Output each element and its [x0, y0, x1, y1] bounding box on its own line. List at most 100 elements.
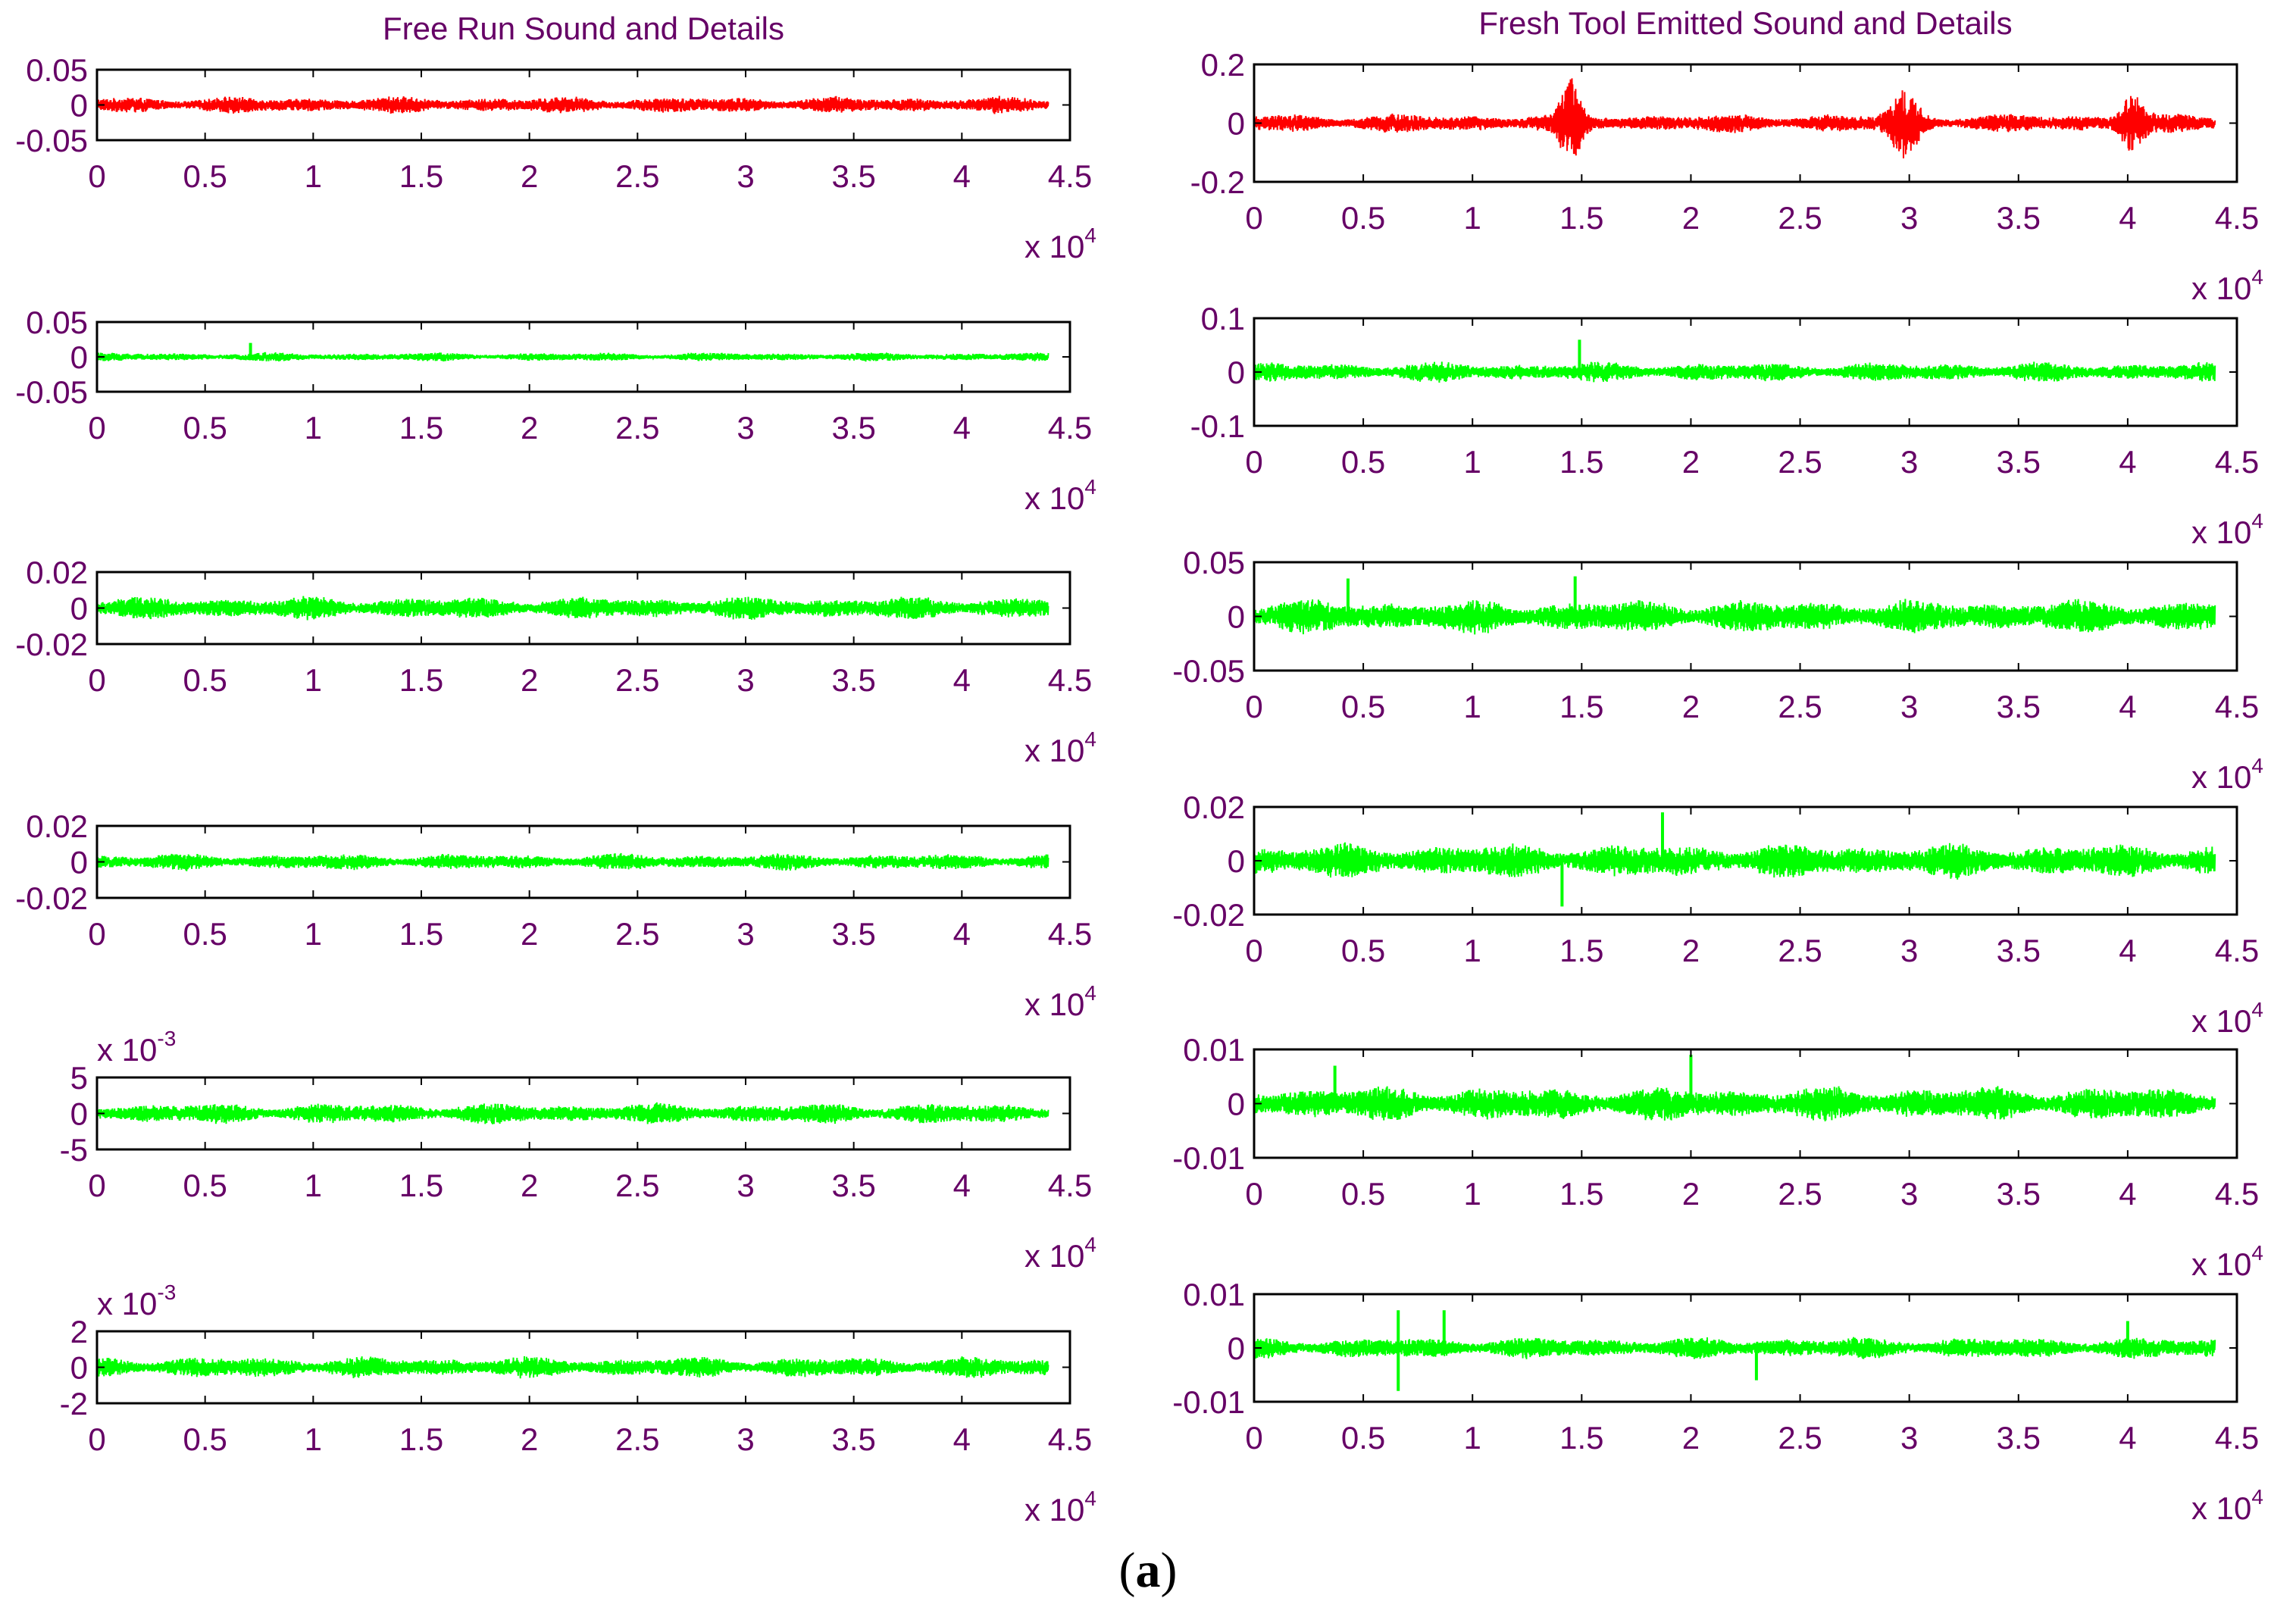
- y-tick-label: -0.01: [1172, 1140, 1245, 1176]
- y-tick-label: 0.05: [26, 52, 88, 88]
- x-tick-label: 4.5: [1048, 662, 1092, 698]
- x-tick-label: 1.5: [1559, 1176, 1603, 1212]
- signal-trace: [1253, 1336, 2216, 1359]
- y-tick-label: 0: [70, 1350, 88, 1386]
- x-tick-label: 1: [305, 916, 322, 952]
- x-tick-label: 2: [1682, 200, 1700, 236]
- x-tick-label: 0.5: [1341, 933, 1385, 968]
- x-tick-label: 0.5: [1341, 200, 1385, 236]
- x-tick-label: 2: [521, 410, 538, 446]
- x-tick-label: 1: [305, 158, 322, 194]
- figure-caption: (a): [0, 1542, 2296, 1600]
- x-tick-label: 0: [1245, 933, 1262, 968]
- x-tick-label: 2: [1682, 1176, 1700, 1212]
- x-tick-label: 4.5: [1048, 158, 1092, 194]
- x-tick-label: 1: [1464, 200, 1481, 236]
- x-tick-label: 2: [521, 662, 538, 698]
- signal-trace: [1253, 1086, 2216, 1121]
- x-tick-label: 1: [1464, 444, 1481, 480]
- x-tick-label: 4: [2119, 444, 2136, 480]
- x-tick-label: 0: [1245, 444, 1262, 480]
- x-tick-label: 0: [88, 410, 105, 446]
- y-tick-label: 0: [1228, 355, 1245, 390]
- x-tick-label: 4: [2119, 200, 2136, 236]
- x-tick-label: 4.5: [1048, 410, 1092, 446]
- x-tick-label: 1.5: [1559, 444, 1603, 480]
- x-tick-label: 0.5: [183, 662, 227, 698]
- x-tick-label: 4: [953, 410, 971, 446]
- x-tick-label: 4: [2119, 1420, 2136, 1456]
- x-tick-label: 3: [1900, 200, 1918, 236]
- x-tick-label: 3: [1900, 1420, 1918, 1456]
- x-tick-label: 1: [1464, 689, 1481, 724]
- x-tick-label: 3: [1900, 1176, 1918, 1212]
- x-tick-label: 2: [521, 1421, 538, 1457]
- x-tick-label: 2.5: [615, 1421, 659, 1457]
- x-tick-label: 1.5: [399, 1168, 443, 1203]
- x-tick-label: 3.5: [1997, 1176, 2041, 1212]
- y-tick-label: 0: [70, 1096, 88, 1132]
- x-tick-label: 3: [737, 662, 754, 698]
- x-tick-label: 3: [737, 1421, 754, 1457]
- signal-trace: [96, 352, 1049, 362]
- x-tick-label: 4: [953, 662, 971, 698]
- x-multiplier: x 104: [2191, 754, 2263, 795]
- y-tick-label: -0.05: [15, 374, 88, 410]
- subplot-left-2: 0 0.5 1 1.5 2 2.5 3 3.5 4 4.50.020-0.02x 104: [15, 555, 1096, 768]
- y-tick-label: -0.01: [1172, 1384, 1245, 1420]
- signal-trace: [1253, 78, 2216, 159]
- x-tick-label: 1.5: [1559, 689, 1603, 724]
- x-tick-label: 0.5: [183, 1168, 227, 1203]
- x-tick-label: 0: [88, 158, 105, 194]
- x-multiplier: x 104: [1024, 727, 1096, 768]
- x-tick-label: 0.5: [183, 158, 227, 194]
- x-tick-label: 1: [305, 410, 322, 446]
- y-tick-label: 0.05: [26, 305, 88, 340]
- x-tick-label: 0: [1245, 689, 1262, 724]
- x-tick-label: 2.5: [615, 662, 659, 698]
- y-tick-label: 5: [70, 1060, 88, 1096]
- x-tick-label: 2.5: [1778, 689, 1822, 724]
- x-tick-label: 4: [953, 1421, 971, 1457]
- caption-close: ): [1160, 1543, 1178, 1598]
- y-tick-label: 0: [70, 339, 88, 375]
- x-tick-label: 2: [521, 1168, 538, 1203]
- x-multiplier: x 104: [2191, 265, 2263, 306]
- y-tick-label: -0.02: [15, 880, 88, 916]
- y-tick-label: -0.1: [1190, 408, 1245, 444]
- x-tick-label: 4.5: [2215, 200, 2259, 236]
- x-tick-label: 4: [953, 158, 971, 194]
- x-tick-label: 3: [1900, 933, 1918, 968]
- x-tick-label: 0.5: [1341, 444, 1385, 480]
- y-tick-label: 0.1: [1201, 301, 1245, 336]
- y-tick-label: -2: [60, 1386, 88, 1421]
- x-tick-label: 0.5: [1341, 1176, 1385, 1212]
- y-tick-label: -0.02: [15, 627, 88, 662]
- subplot-right-2: 0 0.5 1 1.5 2 2.5 3 3.5 4 4.50.050-0.05x 104: [1172, 545, 2263, 795]
- x-tick-label: 4.5: [1048, 1168, 1092, 1203]
- y-tick-label: 0.2: [1201, 47, 1245, 83]
- y-tick-label: 0.02: [26, 808, 88, 844]
- subplot-title: Free Run Sound and Details: [383, 11, 784, 46]
- x-tick-label: 0: [88, 916, 105, 952]
- x-tick-label: 4.5: [1048, 1421, 1092, 1457]
- x-tick-label: 2.5: [615, 410, 659, 446]
- x-tick-label: 3.5: [1997, 444, 2041, 480]
- x-multiplier: x 104: [1024, 981, 1096, 1022]
- y-tick-label: 0.01: [1183, 1032, 1245, 1068]
- y-tick-label: 0.05: [1183, 545, 1245, 580]
- x-tick-label: 3: [737, 916, 754, 952]
- y-tick-label: -0.05: [15, 123, 88, 158]
- y-multiplier: x 10-3: [97, 1027, 176, 1068]
- x-tick-label: 4: [953, 1168, 971, 1203]
- x-tick-label: 2.5: [615, 1168, 659, 1203]
- subplot-right-5: 0 0.5 1 1.5 2 2.5 3 3.5 4 4.50.010-0.01x 104: [1172, 1277, 2263, 1526]
- x-tick-label: 2.5: [615, 916, 659, 952]
- x-tick-label: 0: [1245, 1176, 1262, 1212]
- x-tick-label: 1.5: [1559, 1420, 1603, 1456]
- x-multiplier: x 104: [1024, 1233, 1096, 1274]
- x-tick-label: 4: [2119, 1176, 2136, 1212]
